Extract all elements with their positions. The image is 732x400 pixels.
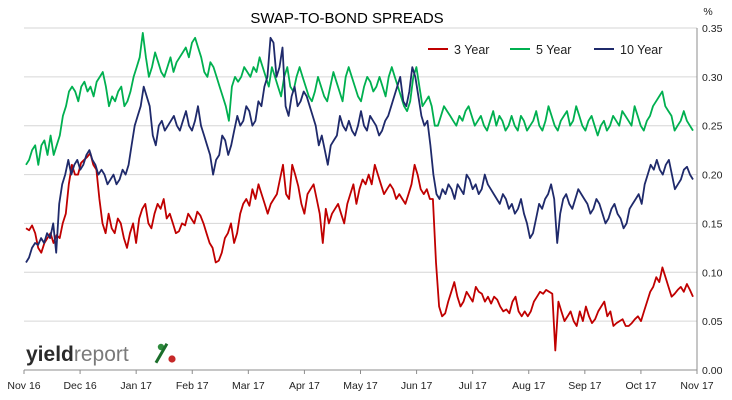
chart-title: SWAP-TO-BOND SPREADS [250,10,443,27]
series-line-5-year [25,32,694,166]
y-tick-label: 0.00 [702,365,723,377]
x-tick-label: Sep 17 [568,380,601,392]
x-tick-label: Apr 17 [289,380,320,392]
y-tick-label: 0.10 [702,267,723,279]
y-tick-label: 0.05 [702,316,723,328]
x-tick-label: Jan 17 [120,380,152,392]
legend-label: 5 Year [536,43,571,57]
y-tick-label: 0.35 [702,23,723,35]
legend-label: 10 Year [620,43,662,57]
x-tick-label: Aug 17 [512,380,545,392]
y-axis-unit: % [703,6,712,18]
x-tick-label: Mar 17 [232,380,265,392]
legend: 3 Year 5 Year 10 Year [428,43,662,57]
yieldreport-logo: yieldreport [26,342,176,366]
legend-label: 3 Year [454,43,489,57]
svg-text:yieldreport: yieldreport [26,343,129,366]
x-tick-label: Feb 17 [176,380,209,392]
y-tick-label: 0.20 [702,170,723,182]
y-tick-labels: 0.00 0.05 0.10 0.15 0.20 0.25 0.30 0.35 [702,23,723,377]
logo-text-yield: yield [26,343,74,366]
series-line-3-year [25,152,694,352]
x-tick-label: Jul 17 [459,380,487,392]
x-tick-labels: Nov 16 Dec 16 Jan 17 Feb 17 Mar 17 Apr 17 May … [7,380,713,392]
x-tick-label: Dec 16 [63,380,96,392]
axes [23,28,698,374]
x-tick-label: Jun 17 [401,380,433,392]
series-lines [25,32,694,352]
x-tick-label: Nov 16 [7,380,40,392]
y-tick-label: 0.30 [702,72,723,84]
y-tick-label: 0.15 [702,218,723,230]
logo-text-report: report [74,343,129,366]
x-tick-label: Oct 17 [625,380,656,392]
y-tick-label: 0.25 [702,121,723,133]
x-tick-label: Nov 17 [680,380,713,392]
series-line-10-year [25,36,694,263]
gridlines [24,27,697,371]
x-tick-label: May 17 [343,380,378,392]
logo-percent-icon [154,342,176,364]
